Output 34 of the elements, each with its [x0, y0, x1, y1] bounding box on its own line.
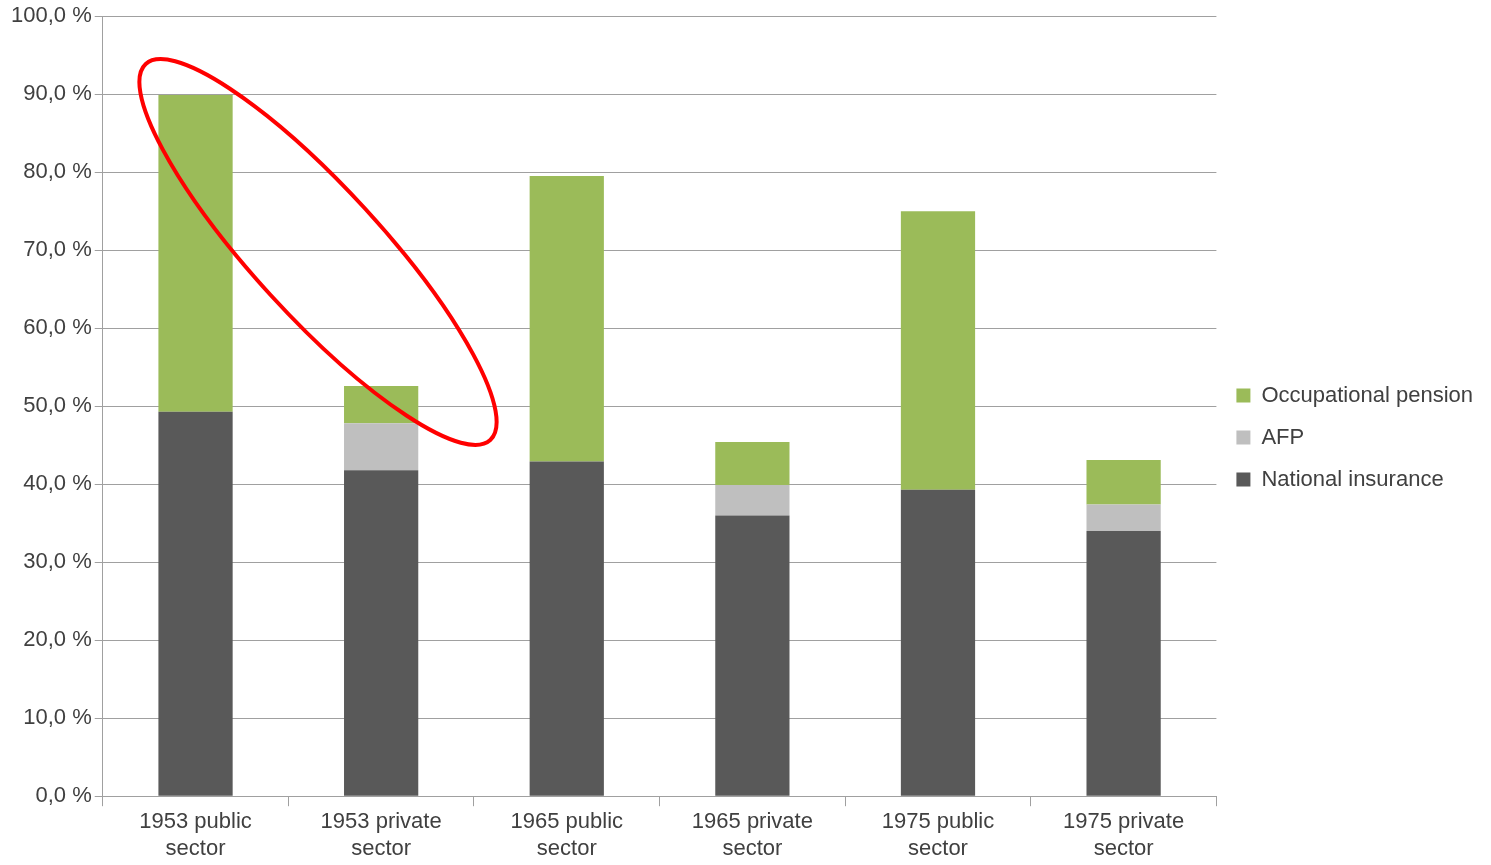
bar: [1086, 460, 1161, 505]
y-tick-label: 90,0 %: [23, 80, 92, 106]
y-tick-label: 40,0 %: [23, 470, 92, 496]
x-tick-label: 1975 private sector: [1063, 808, 1185, 860]
y-tick-label: 60,0 %: [23, 314, 92, 340]
legend-label: AFP: [1261, 423, 1305, 449]
bar: [529, 176, 604, 462]
y-tick-label: 20,0 %: [23, 626, 92, 652]
bar: [715, 442, 790, 485]
bar: [900, 211, 976, 490]
x-tick-label: 1965 public sector: [510, 808, 624, 860]
y-tick-label: 70,0 %: [23, 236, 92, 262]
y-tick-label: 100,0 %: [10, 2, 92, 28]
legend-label: Occupational pension: [1261, 381, 1473, 407]
bar: [900, 489, 976, 796]
y-tick-label: 80,0 %: [23, 158, 92, 184]
y-tick-label: 0,0 %: [35, 782, 92, 808]
legend-label: National insurance: [1261, 465, 1444, 491]
x-tick-label: 1965 private sector: [691, 808, 813, 860]
x-tick-label: 1953 private sector: [320, 808, 442, 860]
bar: [158, 411, 233, 796]
bar: [1086, 504, 1161, 531]
bar: [715, 515, 790, 796]
y-tick-label: 10,0 %: [23, 704, 92, 730]
bar: [529, 461, 604, 796]
y-tick-label: 30,0 %: [23, 548, 92, 574]
bar: [1086, 531, 1161, 796]
bar: [715, 484, 790, 516]
bar: [158, 94, 233, 412]
bar: [344, 470, 419, 796]
y-tick-label: 50,0 %: [23, 392, 92, 418]
x-tick-label: 1975 public sector: [881, 808, 995, 860]
x-tick-label: 1953 public sector: [139, 808, 252, 860]
bar: [344, 423, 419, 471]
